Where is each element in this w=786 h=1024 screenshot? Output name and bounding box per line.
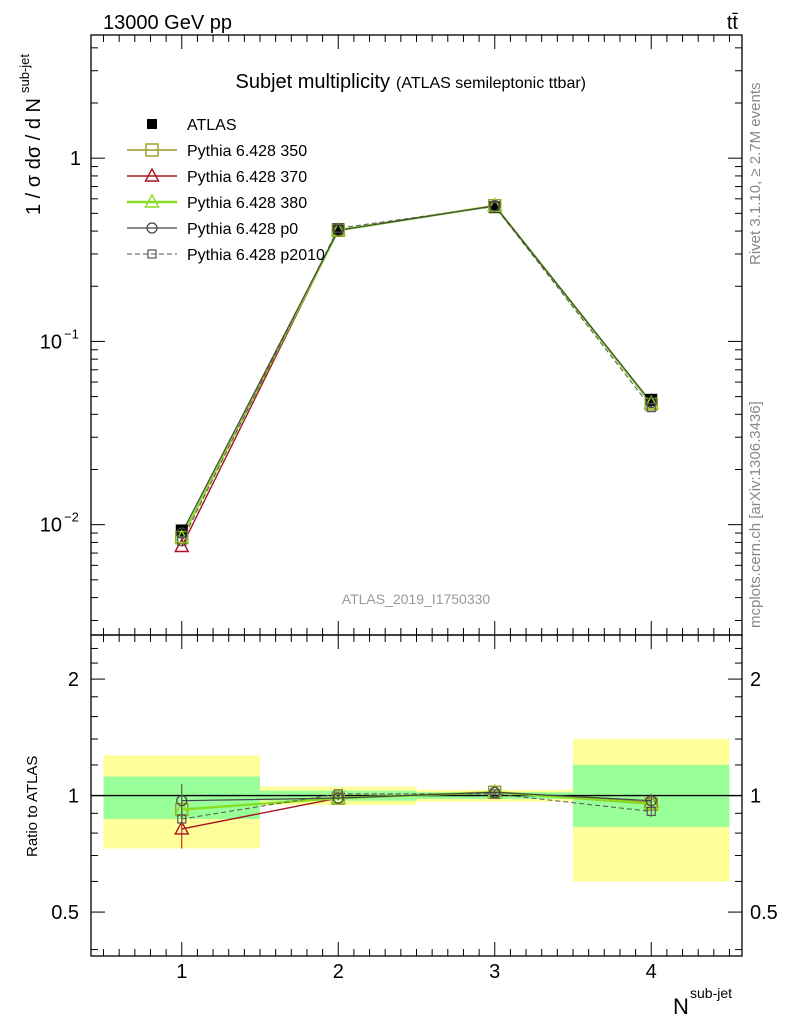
ratio-axis-ticks: 1 2 3 4 0.5 0.5 1 1 2 2 (51, 635, 778, 983)
main-data-layer (174, 197, 659, 553)
main-panel: 110−110−2 Subjet multiplicity (ATLAS sem… (17, 34, 743, 636)
y-tick-label: 10 (40, 515, 62, 537)
legend-label: Pythia 6.428 370 (187, 169, 307, 186)
legend-entry: Pythia 6.428 350 (127, 143, 307, 160)
legend-marker (147, 249, 157, 259)
ratio-series-marker (489, 786, 501, 798)
x-tick-label: 4 (646, 961, 657, 983)
legend-label: Pythia 6.428 p0 (187, 221, 298, 238)
ratio-series-marker (333, 789, 343, 799)
mcplots-label: mcplots.cern.ch [arXiv:1306.3436] (747, 401, 764, 628)
analysis-watermark: ATLAS_2019_I1750330 (342, 591, 491, 607)
legend: ATLAS Pythia 6.428 350 Pythia 6.428 370 Pyt… (127, 117, 325, 264)
ratio-series-line (181, 791, 652, 802)
legend-label: Pythia 6.428 350 (187, 143, 307, 160)
x-tick-label: 1 (176, 961, 187, 983)
legend-label: Pythia 6.428 380 (187, 195, 307, 212)
ratio-y-tick-label-right: 1 (750, 786, 761, 808)
legend-entry: Pythia 6.428 370 (127, 167, 307, 186)
y-tick-exponent: −1 (64, 326, 79, 341)
chart-title: Subjet multiplicity (235, 71, 390, 93)
ratio-panel: 1 2 3 4 0.5 0.5 1 1 2 2 Ratio to ATLAS (24, 634, 778, 983)
ratio-series-marker (646, 806, 656, 817)
series-marker (645, 396, 657, 408)
x-axis-label: N sub-jet (673, 985, 732, 1019)
ratio-series-marker (490, 789, 500, 799)
rivet-label: Rivet 3.1.10, ≥ 2.7M events (747, 83, 764, 266)
legend-marker (145, 143, 159, 157)
legend-entry: Pythia 6.428 p2010 (127, 247, 325, 264)
legend-entry: Pythia 6.428 380 (127, 193, 307, 212)
main-axis-ticks: 110−110−2 (40, 35, 742, 635)
series-marker (490, 201, 500, 212)
ratio-y-tick-label: 0.5 (51, 902, 79, 924)
series-marker (176, 527, 188, 539)
legend-label: Pythia 6.428 p2010 (187, 247, 325, 264)
legend-marker (144, 167, 160, 182)
xlabel: N (673, 994, 689, 1019)
main-ylabel-sup: sub-jet (17, 54, 32, 93)
ratio-y-tick-label: 2 (68, 669, 79, 691)
ratio-series-marker (176, 795, 188, 807)
ratio-y-tick-label: 1 (68, 786, 79, 808)
x-tick-label: 3 (489, 961, 500, 983)
legend-marker (147, 119, 157, 129)
legend-entry: Pythia 6.428 p0 (127, 221, 298, 238)
ratio-data-layer (91, 739, 742, 882)
y-tick-label: 10 (40, 331, 62, 353)
legend-label: ATLAS (187, 117, 237, 134)
process-label: tt̄ (727, 12, 739, 34)
series-marker (644, 397, 658, 411)
series-line (181, 205, 652, 542)
series-line (181, 205, 652, 534)
legend-entry: ATLAS (147, 117, 237, 134)
series-marker (643, 394, 659, 409)
series-marker (333, 223, 343, 233)
y-tick-label: 1 (70, 148, 81, 170)
series-marker (646, 403, 656, 413)
legend-marker (144, 193, 160, 208)
xlabel-sup: sub-jet (690, 985, 732, 1001)
ratio-series-marker (645, 795, 657, 807)
ratio-series-marker (177, 814, 187, 824)
ratio-y-tick-label-right: 2 (750, 669, 761, 691)
ratio-series-line (181, 793, 652, 820)
energy-label: 13000 GeV pp (103, 12, 232, 34)
y-tick-exponent: −2 (64, 510, 79, 525)
ratio-y-tick-label-right: 0.5 (750, 902, 778, 924)
ratio-ylabel: Ratio to ATLAS (24, 756, 41, 857)
ratio-series-marker (174, 820, 190, 835)
chart-subtitle: (ATLAS semileptonic ttbar) (396, 75, 586, 92)
main-y-axis-label: 1 / σ dσ / d N sub-jet (17, 54, 45, 215)
x-tick-label: 2 (333, 961, 344, 983)
series-marker (177, 536, 187, 547)
legend-marker (146, 222, 158, 234)
series-marker (332, 224, 344, 236)
main-ylabel: 1 / σ dσ / d N (23, 98, 45, 215)
